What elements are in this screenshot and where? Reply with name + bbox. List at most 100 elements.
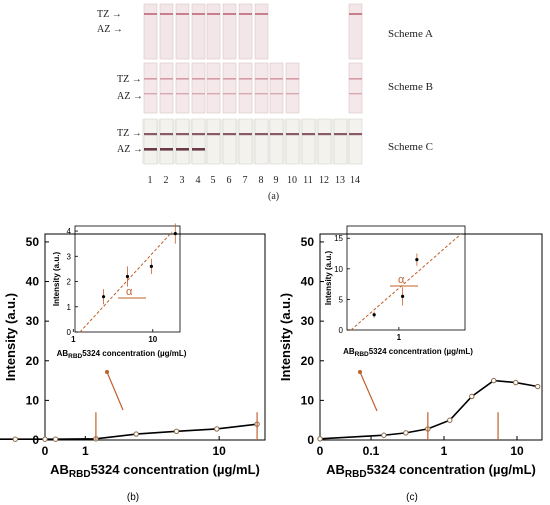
az-band-b-8	[255, 93, 268, 95]
az-band-b-1	[144, 93, 157, 95]
data-point	[133, 431, 139, 437]
az-band-b-14	[349, 93, 362, 95]
inset-y-tick-label: 15	[334, 234, 343, 243]
x-tick-label: 1	[441, 444, 448, 458]
tz-band-c-9	[270, 133, 283, 136]
lane-number: 2	[163, 175, 169, 186]
az-band-b-3	[176, 93, 189, 95]
strip-a-4	[191, 3, 206, 60]
lane-number: 11	[303, 175, 313, 186]
tz-band-b-14	[349, 78, 362, 80]
plot-frame	[44, 233, 266, 441]
strip-a-14	[348, 3, 363, 60]
lane-numbers: 1 2 3 4 5 6 7 8 9 10 11 12 13 14	[0, 175, 550, 189]
inset-y-tick-label: 0	[67, 328, 72, 337]
strip-a-5	[206, 3, 221, 60]
data-point	[173, 428, 180, 434]
strip-b-5	[206, 62, 221, 114]
inset-frame	[74, 225, 181, 333]
data-point	[403, 430, 409, 436]
strip-b-10	[285, 62, 300, 114]
tz-band-b-10	[286, 78, 299, 80]
strip-b-14	[348, 62, 363, 114]
data-point	[534, 383, 541, 390]
tz-band-b-1	[144, 78, 157, 80]
tz-band-c-10	[286, 133, 299, 136]
strip-c-7	[238, 118, 253, 165]
scheme-a-label: Scheme A	[388, 28, 433, 40]
lane-number: 13	[335, 175, 345, 186]
inset-data-point	[415, 258, 419, 262]
inset-x-tick-label: 10	[148, 335, 157, 344]
x-tick-label: 0.1	[363, 444, 380, 458]
strip-b-6	[222, 62, 237, 114]
strip-c-11	[301, 118, 316, 165]
strip-a-1	[143, 3, 158, 60]
panel-a: TZ → AZ → TZ → AZ → TZ → AZ → Scheme A S…	[0, 0, 550, 202]
az-band-b-7	[239, 93, 252, 95]
tz-band-a-2	[160, 13, 173, 15]
data-point	[12, 436, 19, 442]
y-tick-label: 20	[26, 354, 40, 368]
inset-frame	[346, 225, 466, 331]
panel-caption: (b)	[127, 492, 139, 503]
az-band-c-4	[192, 148, 205, 151]
inset-fit-line	[79, 231, 173, 333]
inset-data-point	[125, 274, 130, 279]
strip-c-9	[269, 118, 284, 165]
strip-c-3	[175, 118, 190, 165]
lane-number: 7	[242, 175, 248, 186]
strip-a-7	[238, 3, 253, 60]
lane-number: 8	[258, 175, 264, 186]
strip-a-8	[254, 3, 269, 60]
tz-band-b-9	[270, 78, 283, 80]
tz-band-c-1	[144, 133, 157, 136]
tz-band-c-12	[318, 133, 331, 136]
lane-number: 14	[350, 175, 360, 186]
tz-band-b-6	[223, 78, 236, 80]
data-point	[447, 417, 453, 423]
data-point	[513, 379, 519, 386]
tz-band-c-6	[223, 133, 236, 136]
lane-number: 6	[226, 175, 232, 186]
strip-b-7	[238, 62, 253, 114]
tz-band-c-8	[255, 133, 268, 136]
inset-y-axis-label: Intensity (a.u.)	[324, 251, 333, 306]
tz-band-a-7	[239, 13, 252, 15]
tz-band-b-8	[255, 78, 268, 80]
tz-band-a-6	[223, 13, 236, 15]
inset-x-axis-label: ABRBD5324 concentration (µg/mL)	[57, 349, 187, 360]
lane-number: 4	[195, 175, 201, 186]
tz-band-b-2	[160, 78, 173, 80]
data-point	[469, 393, 475, 400]
az-label-a: AZ →	[97, 24, 123, 35]
inset-y-tick-label: 5	[339, 295, 344, 304]
data-point	[42, 436, 48, 442]
y-tick-label: 10	[301, 393, 315, 407]
tz-band-b-5	[207, 78, 220, 80]
data-point	[52, 436, 59, 442]
zoom-arrow-head	[105, 370, 109, 374]
tz-band-c-2	[160, 133, 173, 136]
strip-c-12	[317, 118, 332, 165]
inset-alpha-label: α	[126, 286, 133, 298]
tz-band-c-4	[192, 133, 205, 136]
data-point	[381, 432, 387, 438]
y-axis-label: Intensity (a.u.)	[3, 293, 18, 381]
tz-band-b-7	[239, 78, 252, 80]
tz-band-a-14	[349, 13, 362, 15]
az-band-b-4	[192, 93, 205, 95]
tz-label-a: TZ →	[97, 9, 122, 20]
az-band-b-6	[223, 93, 236, 95]
strip-a-3	[175, 3, 190, 60]
strip-c-6	[222, 118, 237, 165]
az-label-b: AZ →	[117, 91, 143, 102]
tz-band-a-1	[144, 13, 157, 15]
y-axis-label: Intensity (a.u.)	[278, 293, 293, 381]
scheme-c-label: Scheme C	[388, 141, 433, 153]
tz-band-a-8	[255, 13, 268, 15]
y-tick-label: 40	[26, 275, 40, 289]
inset-fit-line	[350, 233, 462, 331]
x-axis-label: ABRBD5324 concentration (µg/mL)	[326, 462, 536, 480]
tz-band-a-3	[176, 13, 189, 15]
